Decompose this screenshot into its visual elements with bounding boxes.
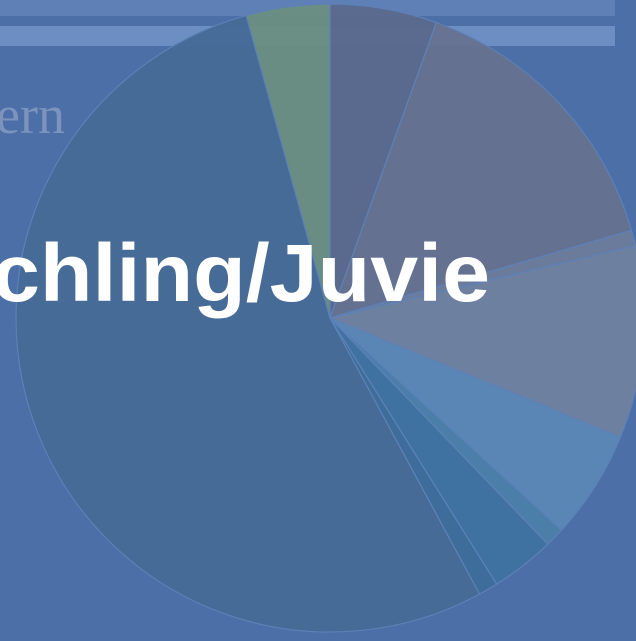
pie-slice — [15, 14, 481, 633]
pie — [15, 3, 636, 633]
title: chling/Juvie — [0, 228, 490, 319]
pie-slice — [245, 3, 331, 319]
pie-slice — [328, 244, 636, 439]
subtitle: ern — [0, 85, 65, 145]
pie-slice — [329, 21, 633, 319]
